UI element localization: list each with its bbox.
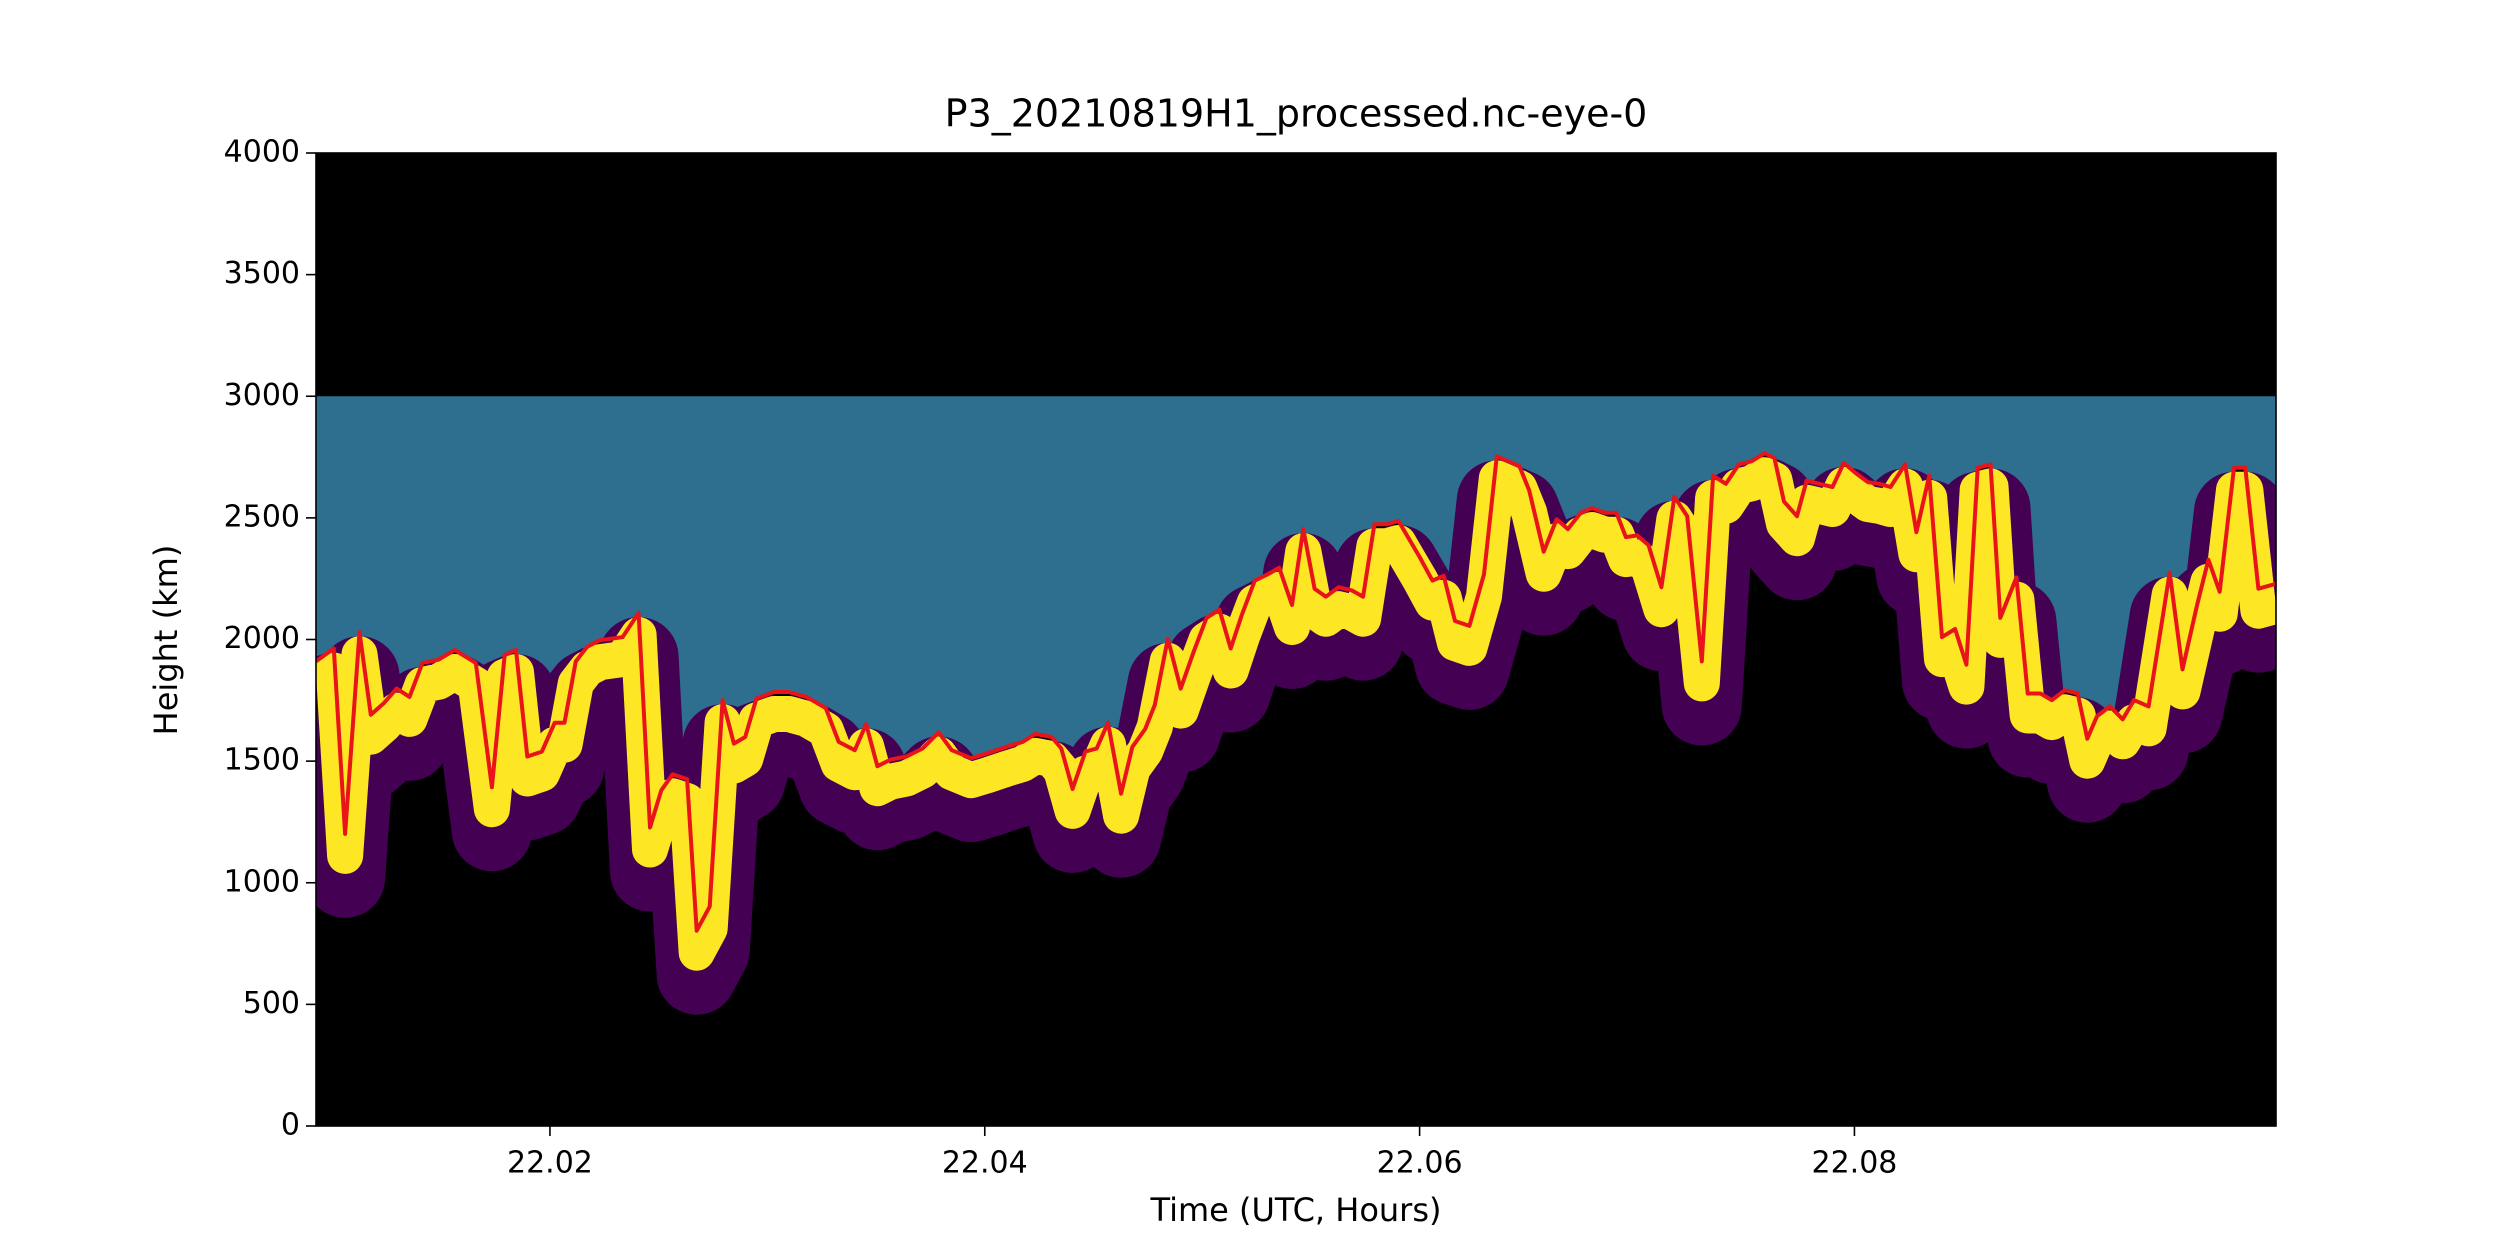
- heatmap-peak-band: [316, 457, 2276, 971]
- y-tick-label: 2500: [224, 499, 300, 534]
- y-tick-label: 1500: [224, 743, 300, 778]
- y-tick-label: 500: [243, 986, 300, 1021]
- x-tick-label: 22.02: [507, 1146, 593, 1181]
- x-axis-label: Time (UTC, Hours): [1150, 1191, 1442, 1229]
- x-tick-label: 22.06: [1377, 1146, 1463, 1181]
- y-tick-label: 3500: [224, 256, 300, 291]
- chart-title: P3_20210819H1_processed.nc-eye-0: [945, 92, 1648, 136]
- x-tick-label: 22.04: [942, 1146, 1028, 1181]
- y-tick-label: 0: [281, 1108, 300, 1143]
- y-tick-label: 2000: [224, 621, 300, 656]
- y-tick-label: 4000: [224, 135, 300, 170]
- x-tick-label: 22.08: [1811, 1146, 1897, 1181]
- plot-area: [316, 153, 2276, 1126]
- data-line: [316, 451, 2276, 933]
- y-tick-label: 3000: [224, 378, 300, 413]
- y-tick-label: 1000: [224, 864, 300, 899]
- heatmap-cloud-region: [316, 396, 2276, 931]
- y-axis-label: Height (km): [147, 545, 185, 736]
